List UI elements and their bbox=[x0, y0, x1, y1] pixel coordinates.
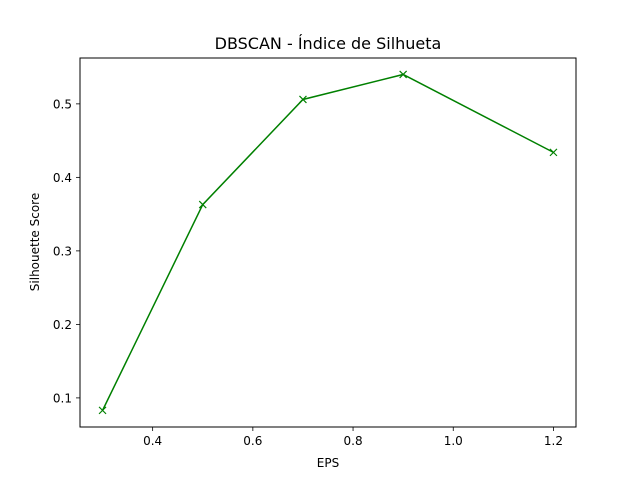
y-tick-label: 0.2 bbox=[53, 318, 72, 332]
data-point-marker bbox=[198, 200, 207, 209]
y-tick-label: 0.5 bbox=[53, 97, 72, 111]
plot-area bbox=[98, 70, 558, 415]
y-tick-label: 0.4 bbox=[53, 171, 72, 185]
x-axis-ticks: 0.4 0.6 0.8 1.0 1.2 bbox=[143, 427, 563, 448]
data-point-marker bbox=[98, 406, 107, 415]
x-tick-label: 1.2 bbox=[544, 434, 563, 448]
y-tick-label: 0.1 bbox=[53, 391, 72, 405]
data-point-marker bbox=[549, 148, 558, 157]
data-point-marker bbox=[399, 70, 408, 79]
y-tick-label: 0.3 bbox=[53, 244, 72, 258]
x-tick-label: 0.8 bbox=[344, 434, 363, 448]
y-axis-ticks: 0.1 0.2 0.3 0.4 0.5 bbox=[53, 97, 80, 405]
x-tick-label: 0.4 bbox=[143, 434, 162, 448]
data-point-marker bbox=[299, 95, 307, 104]
x-axis-label: EPS bbox=[317, 456, 339, 470]
y-axis-label: Silhouette Score bbox=[28, 193, 42, 291]
x-tick-label: 0.6 bbox=[243, 434, 262, 448]
chart-title: DBSCAN - Índice de Silhueta bbox=[215, 34, 442, 53]
plot-frame bbox=[79, 57, 577, 428]
x-tick-label: 1.0 bbox=[444, 434, 463, 448]
